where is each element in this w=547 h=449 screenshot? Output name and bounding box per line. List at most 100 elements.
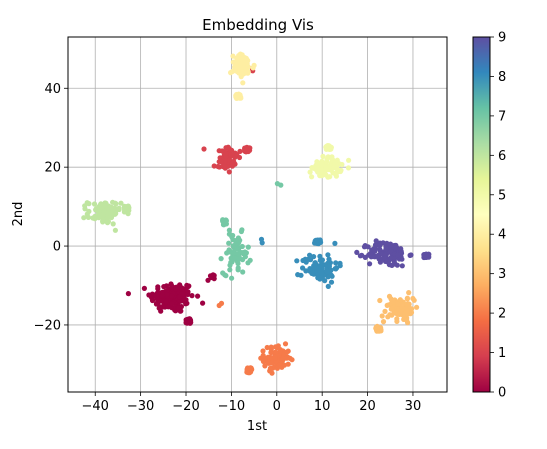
data-point-class-2: [269, 360, 275, 366]
data-point-class-1: [229, 161, 235, 167]
data-point-class-5: [320, 153, 326, 159]
data-point-class-2: [284, 355, 290, 361]
data-point-class-6: [102, 200, 108, 206]
data-point-class-8: [325, 252, 331, 258]
data-point-class-9: [354, 249, 360, 255]
data-point-class-9: [383, 246, 389, 252]
data-point-class-1: [228, 152, 234, 158]
data-point-class-3: [382, 308, 388, 314]
data-point-class-9: [367, 261, 373, 267]
data-point-class-0: [165, 304, 171, 310]
data-point-class-3: [405, 320, 411, 326]
x-axis-label: 1st: [247, 419, 267, 434]
x-tick-label: −40: [82, 399, 109, 414]
data-point-class-5: [332, 159, 338, 165]
data-point-class-2: [285, 361, 291, 367]
data-point-class-1: [201, 146, 207, 152]
data-point-class-3: [397, 297, 403, 303]
data-point-class-2: [277, 347, 283, 353]
data-point-class-8: [333, 260, 339, 266]
data-point-class-0: [183, 320, 189, 326]
data-point-class-5: [325, 143, 331, 149]
colorbar-tick-label: 4: [498, 228, 506, 243]
data-point-class-7: [229, 275, 235, 281]
y-tick-label: 20: [44, 161, 61, 176]
data-point-class-2: [277, 362, 283, 368]
data-point-class-0: [200, 300, 206, 306]
data-point-class-2: [268, 344, 274, 350]
data-point-class-7: [224, 250, 230, 256]
data-point-class-9: [388, 255, 394, 261]
data-point-class-6: [86, 208, 92, 214]
y-tick-label: 40: [44, 82, 61, 97]
data-point-class-5: [319, 163, 325, 169]
data-points: [81, 51, 432, 376]
data-point-class-9: [388, 248, 394, 254]
data-point-class-3: [397, 310, 403, 316]
data-point-class-7: [228, 259, 234, 265]
data-point-class-6: [123, 204, 129, 210]
data-point-class-9: [377, 242, 383, 248]
data-point-class-8: [303, 259, 309, 265]
chart-title: Embedding Vis: [202, 16, 314, 34]
x-tick-label: −20: [172, 399, 199, 414]
data-point-class-9: [368, 254, 374, 260]
data-point-class-8: [294, 258, 300, 264]
data-point-class-0: [177, 294, 183, 300]
data-point-class-8: [258, 236, 265, 242]
plot-frame: [67, 36, 448, 393]
data-point-class-7: [218, 256, 224, 262]
data-point-class-7: [233, 238, 239, 244]
data-point-class-0: [186, 316, 193, 323]
data-point-class-0: [195, 293, 201, 299]
data-point-class-2: [267, 368, 273, 374]
data-point-class-8: [312, 260, 318, 266]
data-point-class-4: [240, 80, 246, 86]
data-point-class-5: [345, 165, 352, 171]
data-point-class-9: [377, 246, 383, 252]
colorbar-tick-label: 6: [498, 149, 506, 164]
data-point-class-0: [141, 285, 147, 291]
data-point-class-4: [232, 63, 238, 69]
data-point-class-8: [334, 265, 340, 271]
data-point-class-8: [318, 258, 325, 264]
data-point-class-3: [414, 304, 420, 310]
data-point-class-8: [307, 252, 313, 258]
data-point-class-8: [303, 268, 309, 274]
data-point-class-7: [226, 240, 232, 246]
data-point-class-0: [177, 298, 183, 304]
data-point-class-6: [90, 215, 96, 221]
data-point-class-5: [309, 174, 315, 180]
data-point-class-6: [98, 201, 104, 207]
data-point-class-3: [394, 318, 400, 324]
colorbar-tick-label: 8: [498, 70, 506, 85]
data-point-class-3: [390, 299, 397, 305]
data-point-class-6: [91, 201, 98, 207]
data-point-class-6: [85, 214, 91, 220]
data-point-class-7: [226, 231, 232, 237]
data-point-class-4: [243, 65, 249, 71]
data-point-class-3: [406, 290, 412, 296]
y-axis-ticks: −20 0 20 40: [34, 82, 68, 333]
data-point-class-6: [93, 207, 99, 213]
data-point-class-1: [222, 163, 228, 169]
colorbar-ticks: 0 1 2 3 4 5 6 7 8 9: [490, 31, 506, 401]
data-point-class-7: [223, 273, 229, 279]
data-point-class-4: [251, 62, 257, 68]
data-point-class-4: [230, 53, 236, 59]
data-point-class-0: [175, 284, 181, 290]
data-point-class-8: [313, 265, 319, 271]
data-point-class-8: [317, 253, 323, 259]
data-point-class-7: [222, 220, 228, 226]
data-point-class-5: [309, 165, 315, 171]
data-point-class-3: [404, 301, 410, 307]
data-point-class-8: [295, 272, 301, 278]
data-point-class-2: [272, 355, 278, 361]
data-point-class-3: [387, 312, 393, 318]
data-point-class-4: [237, 92, 243, 98]
data-point-class-7: [245, 244, 251, 250]
data-point-class-8: [332, 240, 338, 246]
data-point-class-7: [226, 227, 232, 233]
data-point-class-1: [223, 151, 229, 157]
